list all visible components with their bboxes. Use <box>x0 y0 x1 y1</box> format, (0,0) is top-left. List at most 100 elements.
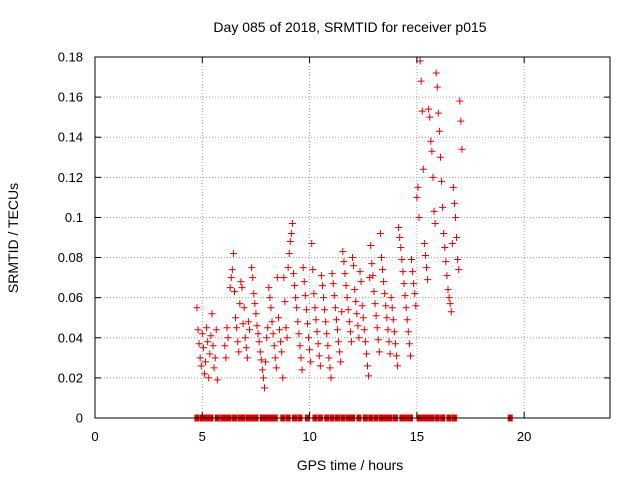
data-point <box>246 326 253 334</box>
data-point <box>373 324 381 332</box>
data-point <box>338 308 346 316</box>
data-point <box>450 199 458 207</box>
data-point <box>254 330 262 338</box>
data-point <box>412 302 420 310</box>
data-point <box>250 290 258 298</box>
data-point <box>401 292 409 300</box>
data-point <box>202 358 210 366</box>
data-point <box>386 350 394 358</box>
data-point <box>403 316 411 324</box>
data-point <box>229 250 237 258</box>
data-point <box>345 318 353 326</box>
data-point <box>256 348 264 356</box>
data-point <box>232 314 240 322</box>
data-point <box>237 278 245 286</box>
data-point <box>396 234 404 241</box>
data-point <box>329 280 337 288</box>
data-point <box>443 272 451 280</box>
data-point <box>349 254 356 262</box>
data-point <box>387 294 395 302</box>
data-point <box>415 213 423 221</box>
data-point <box>205 374 213 382</box>
data-point <box>221 342 229 350</box>
axis-ticks <box>94 56 610 419</box>
data-point <box>235 348 243 356</box>
data-point <box>394 362 402 370</box>
data-point <box>204 338 212 346</box>
data-point <box>402 304 410 312</box>
data-point <box>343 294 351 302</box>
data-point <box>372 312 380 320</box>
data-point <box>312 316 320 324</box>
data-point <box>442 258 450 266</box>
data-point <box>274 314 282 322</box>
data-point <box>257 356 265 364</box>
data-point <box>328 270 336 278</box>
data-point <box>376 229 384 237</box>
data-point <box>255 338 263 346</box>
data-point <box>222 354 230 362</box>
data-point <box>356 268 364 276</box>
data-point <box>371 300 379 308</box>
data-point <box>398 256 406 264</box>
data-point <box>296 342 304 350</box>
data-point <box>390 328 398 336</box>
data-point <box>418 107 426 115</box>
y-tick-label: 0.14 <box>58 130 83 145</box>
data-point <box>248 264 256 272</box>
data-point <box>308 240 316 248</box>
grid-lines <box>95 57 610 418</box>
data-point <box>458 145 466 153</box>
data-point <box>436 153 444 161</box>
data-point <box>324 342 332 350</box>
data-point <box>258 366 266 374</box>
x-tick-label: 20 <box>517 429 531 444</box>
data-point <box>242 344 250 352</box>
data-point <box>414 183 422 191</box>
data-point <box>325 354 333 362</box>
data-point <box>203 324 211 332</box>
data-point <box>259 374 267 382</box>
data-point <box>321 306 329 314</box>
data-point <box>358 302 366 310</box>
data-point <box>355 334 363 342</box>
data-point <box>253 322 261 330</box>
data-point <box>268 318 276 326</box>
data-point <box>282 324 290 332</box>
data-point <box>446 300 454 308</box>
data-point <box>430 207 438 215</box>
data-point <box>261 384 269 392</box>
data-point <box>315 352 323 360</box>
data-point <box>347 338 355 346</box>
x-axis-label: GPS time / hours <box>297 457 404 473</box>
data-point <box>280 274 288 282</box>
x-tick-labels: 0 5 10 15 20 <box>91 429 531 444</box>
data-point <box>288 219 296 227</box>
data-point <box>270 342 278 350</box>
data-point <box>367 242 375 250</box>
y-tick-label: 0.06 <box>58 290 83 305</box>
data-point <box>441 244 449 252</box>
data-point <box>292 294 300 302</box>
y-tick-label: 0 <box>76 411 83 426</box>
data-point <box>444 286 452 294</box>
data-point <box>352 298 360 306</box>
data-point <box>335 338 343 346</box>
data-point <box>326 364 334 372</box>
y-tick-label: 0.08 <box>58 250 83 265</box>
data-point <box>269 330 277 338</box>
data-point <box>433 83 441 91</box>
data-point <box>342 282 350 290</box>
data-point <box>267 304 275 312</box>
data-point <box>194 326 202 334</box>
data-point <box>448 240 456 248</box>
data-point <box>238 284 246 292</box>
y-axis-label: SRMTID / TECUs <box>5 183 21 293</box>
data-point <box>337 358 345 366</box>
data-point <box>291 282 299 290</box>
data-point <box>317 272 325 280</box>
data-points <box>193 57 513 422</box>
y-tick-label: 0.12 <box>58 170 83 185</box>
data-point <box>281 298 289 306</box>
